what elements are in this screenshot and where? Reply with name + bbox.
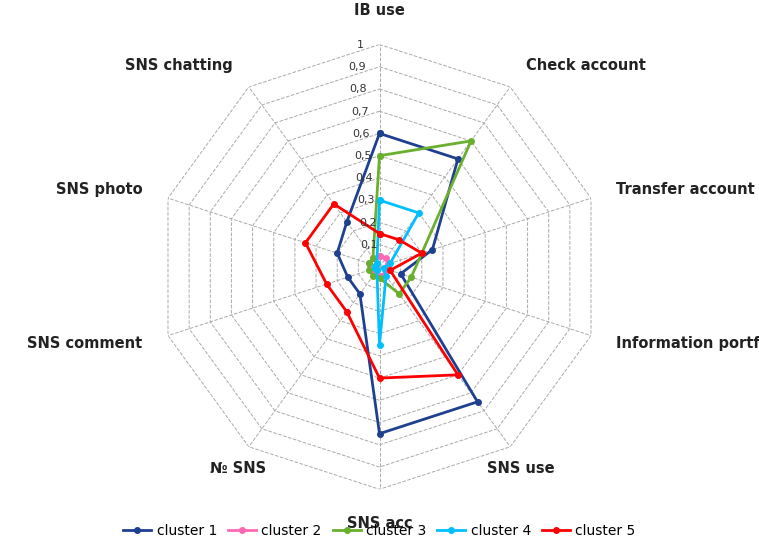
Legend: cluster 1, cluster 2, cluster 3, cluster 4, cluster 5: cluster 1, cluster 2, cluster 3, cluster…	[118, 518, 641, 544]
Text: 0,8: 0,8	[349, 85, 367, 95]
Text: IB use: IB use	[354, 3, 405, 18]
Text: 0,7: 0,7	[351, 107, 369, 117]
Text: SNS photo: SNS photo	[56, 182, 143, 197]
Text: SNS comment: SNS comment	[27, 336, 143, 351]
Text: 0,9: 0,9	[348, 62, 366, 72]
Text: SNS acc: SNS acc	[347, 516, 412, 531]
Text: 0,6: 0,6	[353, 129, 370, 139]
Text: SNS use: SNS use	[487, 461, 555, 476]
Text: 1: 1	[357, 40, 364, 50]
Text: Information portfolio: Information portfolio	[616, 336, 759, 351]
Text: 0,3: 0,3	[357, 195, 375, 205]
Text: 0,1: 0,1	[361, 240, 378, 250]
Text: Check account: Check account	[526, 58, 646, 73]
Text: 0,5: 0,5	[354, 151, 372, 161]
Text: № SNS: № SNS	[210, 461, 266, 476]
Text: Transfer account: Transfer account	[616, 182, 755, 197]
Text: 0,2: 0,2	[359, 217, 376, 227]
Text: SNS chatting: SNS chatting	[125, 58, 233, 73]
Text: 0,4: 0,4	[356, 173, 373, 183]
